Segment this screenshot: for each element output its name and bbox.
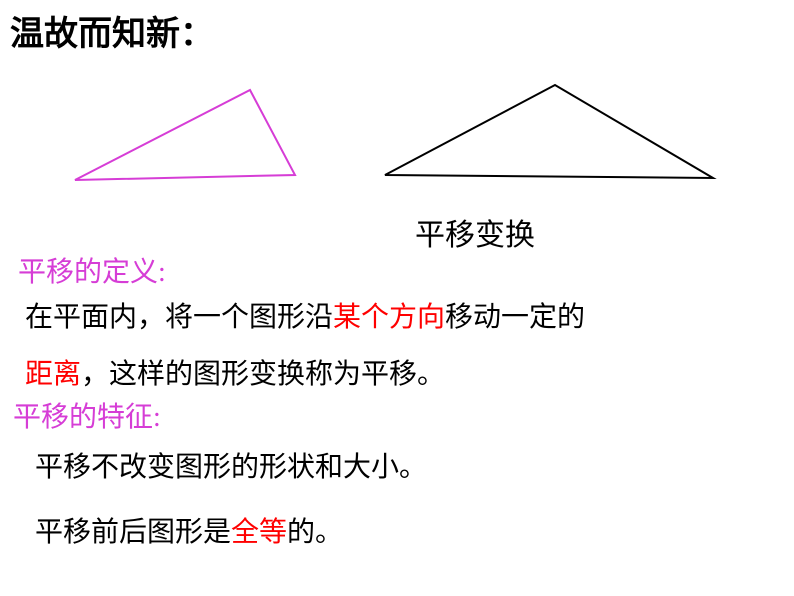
- definition-line1: 在平面内，将一个图形沿某个方向移动一定的: [25, 295, 585, 335]
- definition-line1-prefix: 在平面内，将一个图形沿: [25, 302, 333, 333]
- definition-line1-suffix: 移动一定的: [445, 302, 585, 333]
- definition-line2-highlight: 距离: [25, 359, 81, 390]
- feature-line2: 平移前后图形是全等的。: [35, 510, 343, 550]
- feature-heading-colon: :: [153, 402, 161, 433]
- definition-heading-colon: :: [158, 257, 166, 288]
- definition-heading: 平移的定义:: [18, 250, 166, 290]
- definition-line2: 距离，这样的图形变换称为平移。: [25, 352, 445, 392]
- transform-label: 平移变换: [415, 210, 535, 254]
- feature-line2-highlight: 全等: [231, 517, 287, 548]
- definition-heading-text: 平移的定义: [18, 257, 158, 288]
- right-triangle-container: [0, 0, 794, 205]
- right-triangle-shape: [385, 85, 713, 178]
- definition-line2-suffix: ，这样的图形变换称为平移。: [81, 359, 445, 390]
- feature-line2-prefix: 平移前后图形是: [35, 517, 231, 548]
- feature-heading: 平移的特征:: [13, 395, 161, 435]
- right-triangle: [0, 0, 794, 200]
- transform-label-text: 平移变换: [415, 219, 535, 252]
- feature-line2-suffix: 的。: [287, 517, 343, 548]
- definition-line1-highlight: 某个方向: [333, 302, 445, 333]
- feature-heading-text: 平移的特征: [13, 402, 153, 433]
- feature-line1-text: 平移不改变图形的形状和大小。: [35, 452, 427, 483]
- feature-line1: 平移不改变图形的形状和大小。: [35, 445, 427, 485]
